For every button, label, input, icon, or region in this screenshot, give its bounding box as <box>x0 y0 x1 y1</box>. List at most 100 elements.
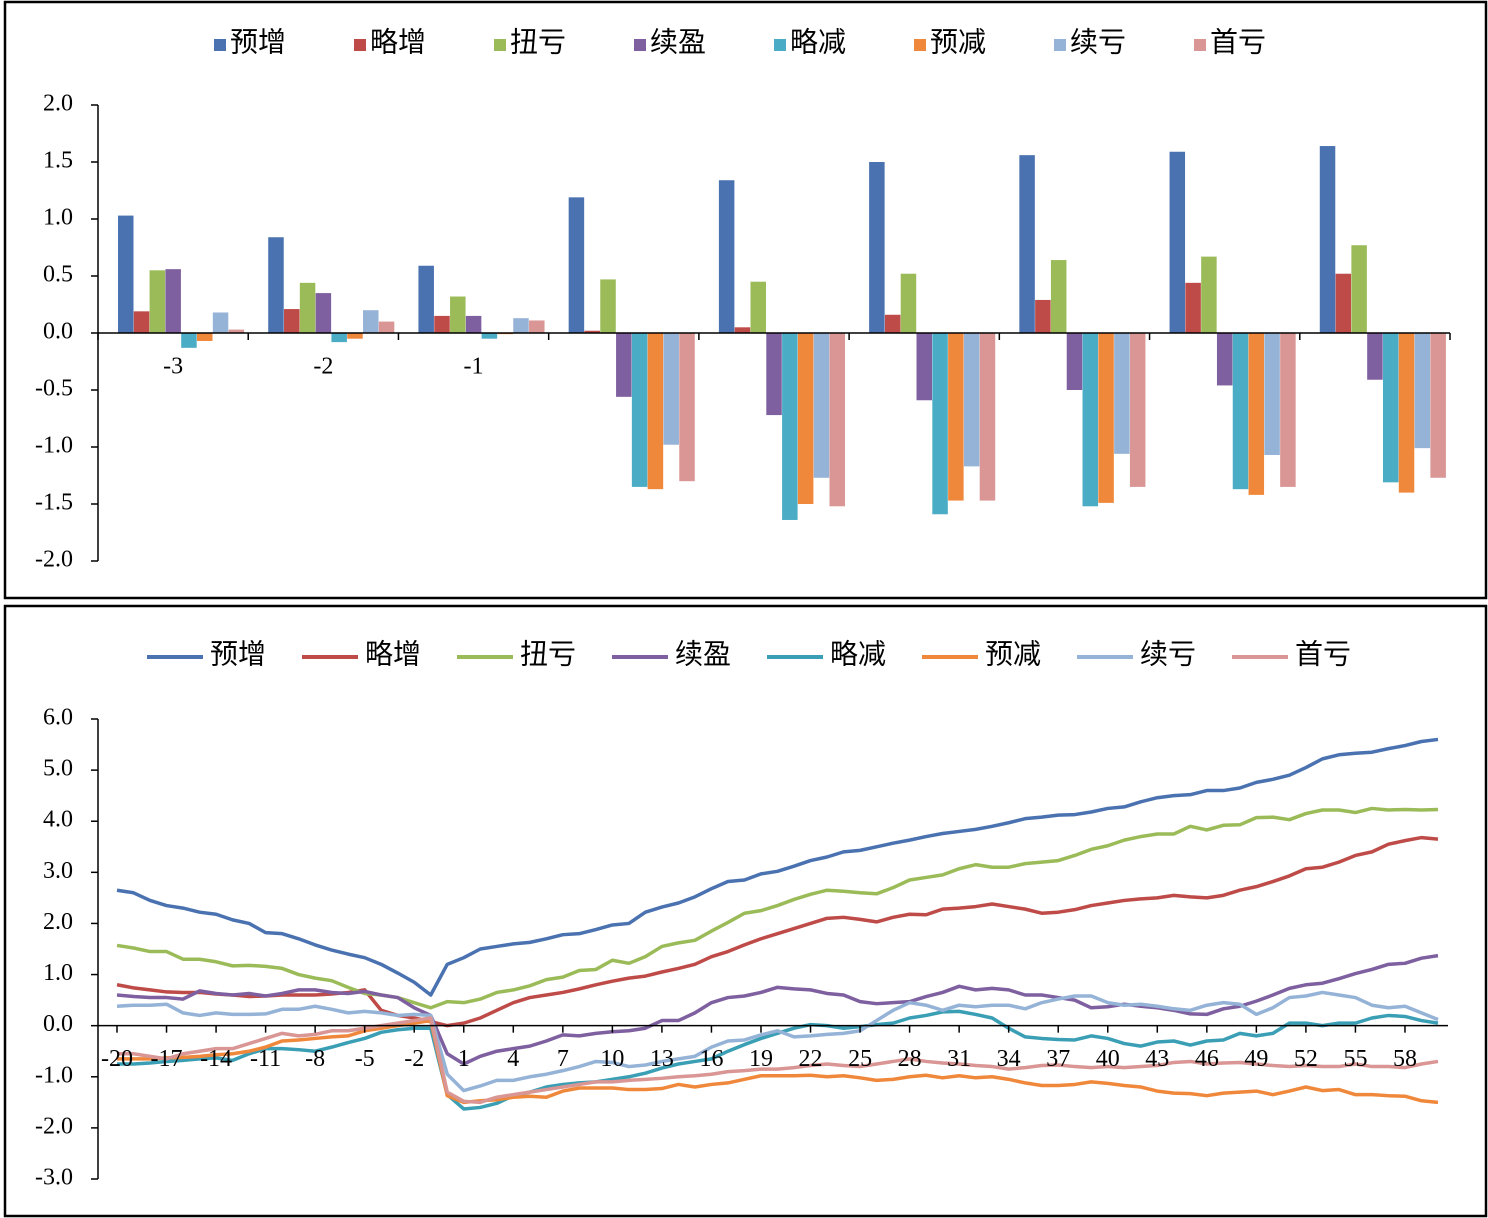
legend-marker <box>774 39 786 51</box>
series-line <box>116 806 1439 1010</box>
bar <box>782 333 798 520</box>
bar <box>434 315 450 333</box>
bar <box>1280 333 1296 487</box>
bar <box>647 333 664 490</box>
legend-label: 预增 <box>210 638 266 670</box>
y-tick-label: -1.0 <box>35 433 73 459</box>
x-tick-label: -17 <box>151 1046 183 1072</box>
x-tick-label: -2 <box>313 354 333 380</box>
y-tick-label: 1.0 <box>43 205 73 231</box>
panel-frame <box>3 0 1488 600</box>
bar <box>465 315 482 333</box>
legend-label legend: 扭亏 <box>510 26 566 58</box>
x-tick-label: -3 <box>163 354 183 380</box>
bar <box>900 273 917 333</box>
x-tick-label: 31 <box>947 1046 971 1072</box>
bar <box>916 333 933 401</box>
x-tick-label: -1 <box>464 354 484 380</box>
bar <box>963 333 980 467</box>
bar <box>568 197 585 333</box>
bar <box>149 270 166 333</box>
series-line <box>116 835 1439 1028</box>
bar <box>1185 282 1201 333</box>
x-tick-label: -20 <box>101 1046 133 1072</box>
x-tick-label: 16 <box>699 1046 723 1072</box>
bar <box>1264 333 1280 455</box>
x-tick-label: 10 <box>600 1046 624 1072</box>
legend-label legend: 略增 <box>370 26 426 58</box>
y-tick-label: -2.0 <box>35 547 73 573</box>
x-tick-label: 7 <box>557 1046 569 1072</box>
y-tick-label: 2.0 <box>43 91 73 117</box>
y-tick-label: 1.5 <box>43 148 73 174</box>
legend-label: 扭亏 <box>520 638 576 670</box>
legend-label: 续亏 <box>1140 638 1196 670</box>
bar <box>481 333 498 339</box>
x-tick-label: 22 <box>799 1046 823 1072</box>
bar <box>418 265 434 333</box>
bar <box>228 329 245 333</box>
bar <box>766 333 782 416</box>
series-line <box>117 1009 1439 1111</box>
series-line <box>117 1018 1439 1105</box>
legend-label: 首亏 <box>1295 638 1351 670</box>
x-tick-label: 37 <box>1046 1046 1070 1072</box>
bar <box>1035 299 1051 333</box>
legend-label legend: 略减 <box>790 26 846 58</box>
bar <box>979 333 996 501</box>
bar <box>1382 333 1399 483</box>
series-line <box>117 1016 1439 1105</box>
panel-frame <box>3 604 1488 1218</box>
bar <box>948 333 964 501</box>
bar <box>616 333 632 397</box>
y-tick-label: -1.5 <box>35 490 73 516</box>
legend-label: 略增 <box>365 638 421 670</box>
bar <box>1201 256 1217 333</box>
y-tick-label: 6.0 <box>43 705 73 731</box>
bar <box>600 279 616 333</box>
x-tick-label: 28 <box>898 1046 922 1072</box>
legend-label: 略减 <box>830 638 886 670</box>
bar <box>363 310 379 333</box>
bar <box>133 311 150 333</box>
y-tick-label: 0.0 <box>43 319 73 345</box>
bar <box>529 320 545 333</box>
bar <box>1335 273 1352 333</box>
bar <box>165 269 181 333</box>
legend-label legend: 预增 <box>230 26 286 58</box>
bar <box>1367 333 1383 380</box>
bar <box>1398 333 1415 493</box>
bar <box>1169 151 1186 333</box>
y-tick-label: -0.5 <box>35 376 73 402</box>
x-tick-label: 25 <box>848 1046 872 1072</box>
bar <box>718 180 735 333</box>
bar <box>1114 333 1130 454</box>
legend-label legend: 首亏 <box>1210 26 1266 58</box>
x-tick-label: 46 <box>1195 1046 1219 1072</box>
series-line <box>116 990 1439 1093</box>
bar <box>197 333 213 341</box>
bar <box>829 333 845 507</box>
x-tick-label: 4 <box>507 1046 519 1072</box>
x-tick-label: 1 <box>458 1046 470 1072</box>
bar <box>513 318 529 333</box>
x-tick-label: -8 <box>305 1046 325 1072</box>
bar <box>1216 333 1233 386</box>
y-tick-label: 1.0 <box>43 960 73 986</box>
bar <box>679 333 695 482</box>
x-tick-label: -14 <box>200 1046 232 1072</box>
bar <box>347 333 363 339</box>
bar <box>331 333 347 343</box>
y-tick-label: 3.0 <box>43 858 73 884</box>
x-tick-label: 49 <box>1244 1046 1268 1072</box>
x-tick-label: 40 <box>1096 1046 1120 1072</box>
bar <box>734 327 751 333</box>
bar <box>315 293 332 333</box>
legend-label: 预减 <box>985 638 1041 670</box>
legend-label legend: 预减 <box>930 26 986 58</box>
bar <box>118 215 134 333</box>
y-tick-label: 2.0 <box>43 909 73 935</box>
bar <box>1319 146 1336 333</box>
bar <box>1351 245 1367 333</box>
legend-label: 续盈 <box>675 638 731 670</box>
